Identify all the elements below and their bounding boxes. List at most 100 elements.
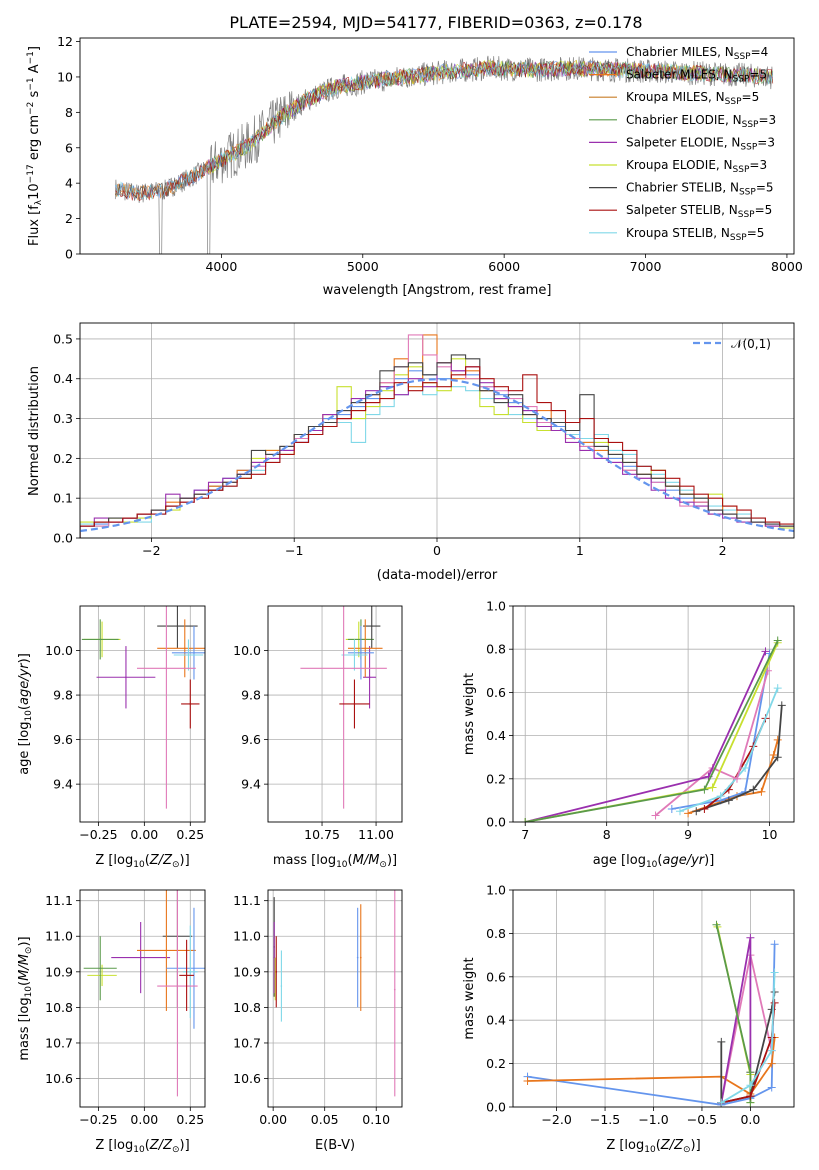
kroupa_stelib-model-spectrum-line	[115, 60, 774, 200]
chabrier_miles-massweight-marker	[667, 805, 676, 814]
kroupa_stelib-point	[353, 654, 356, 656]
spectrum-xtick-label: 8000	[771, 259, 803, 274]
kroupa_stelib-massweight-marker	[770, 968, 779, 977]
mass_vs_Z-ytick-label: 10.8	[45, 1000, 73, 1015]
pink-point	[393, 988, 396, 991]
kroupa_stelib-massweight-marker	[767, 1046, 776, 1055]
age_vs_mass-ytick-label: 9.8	[241, 688, 261, 703]
pink-massweight-line	[654, 670, 769, 817]
legend-label-salpeter_stelib: Salpeter STELIB, NSSP=5	[626, 203, 772, 220]
spectrum-ytick-label: 2	[65, 211, 73, 226]
pink-massweight-marker	[651, 811, 660, 820]
kroupa_stelib-point	[280, 985, 283, 987]
mass_vs_Z-xtick-label: 0.25	[176, 1112, 204, 1127]
residuals-ytick-label: 0.5	[53, 331, 73, 346]
chabrier_miles-point	[193, 967, 195, 970]
massweight_vs_age-xtick-label: 8	[603, 827, 611, 842]
chabrier_miles-massweight-marker	[770, 940, 779, 949]
legend-label-normal: 𝒩(0,1)	[731, 337, 771, 351]
chabrier_stelib-massweight-marker	[717, 1037, 726, 1046]
residuals-ytick-label: 0.1	[53, 491, 73, 506]
mass_vs_ebv-ytick-label: 11.0	[233, 929, 261, 944]
age_vs_mass-ytick-label: 9.4	[241, 777, 261, 792]
mass_vs_Z-points	[83, 890, 205, 1097]
kroupa_stelib-massweight-marker	[773, 684, 782, 693]
residuals-xtick-label: −1	[285, 543, 303, 558]
kroupa_elodie-point	[101, 974, 103, 977]
age_vs_Z-points	[81, 606, 205, 809]
age_vs_Z-xtick-label: 0.25	[176, 827, 204, 842]
kroupa_elodie-point	[274, 978, 277, 980]
mass_vs_ebv-xtick-label: 0.00	[259, 1112, 287, 1127]
pink-point	[176, 985, 179, 987]
mass_vs_ebv-frame	[267, 889, 403, 1108]
spectrum-lines	[114, 55, 774, 254]
chabrier_elodie-point	[99, 638, 102, 641]
salpeter_elodie-massweight-marker	[761, 647, 770, 656]
residuals-xtick-label: −2	[142, 543, 160, 558]
kroupa_stelib-massweight-marker	[675, 807, 684, 816]
massweight_vs_Z-ytick-label: 0.4	[486, 1013, 506, 1028]
salpeter_stelib-point	[353, 703, 356, 705]
spectrum-ytick-label: 6	[65, 140, 73, 155]
spectrum-ytick-label: 12	[57, 34, 73, 49]
mass_vs_Z-ytick-label: 10.9	[45, 964, 73, 979]
massweight_vs_age-xlabel: age [log10(age/yr)]	[593, 853, 715, 870]
massweight_vs_Z-frame	[512, 889, 795, 1108]
chabrier_elodie-point	[99, 967, 102, 970]
chabrier_miles-point	[356, 956, 359, 959]
chabrier_miles-point	[193, 651, 195, 654]
chabrier_stelib-massweight-line	[696, 705, 783, 813]
kroupa_stelib-massweight-marker	[716, 792, 725, 801]
salpeter_elodie-point	[139, 956, 142, 959]
massweight_vs_Z-xtick-label: −0.5	[687, 1112, 717, 1127]
massweight_vs_Z-xtick-label: −1.5	[590, 1112, 620, 1127]
age_vs_Z-ylabel: age [log10(age/yr)]	[17, 653, 34, 775]
age_vs_Z-ytick-label: 10.0	[45, 643, 73, 658]
age_vs_Z-ytick-label: 9.4	[53, 777, 73, 792]
mass_vs_ebv-ytick-label: 10.8	[233, 1000, 261, 1015]
salpeter_miles-massweight-marker	[769, 751, 778, 760]
legend-label-salpeter_elodie: Salpeter ELODIE, NSSP=3	[626, 135, 775, 152]
residuals-axes: −2 −1 0 1 2 0.0 0.1 0.2 0.3 0.4 0.5	[53, 323, 794, 558]
massweight_vs_age-ylabel: mass weight	[462, 673, 477, 755]
chabrier_stelib-massweight-marker	[749, 785, 758, 794]
spectrum-ytick-label: 0	[65, 247, 73, 262]
residuals-ytick-label: 0.4	[53, 371, 73, 386]
legend-label-kroupa_elodie: Kroupa ELODIE, NSSP=3	[626, 158, 767, 175]
residuals-xtick-label: 2	[719, 543, 727, 558]
chabrier_elodie-massweight-marker	[521, 818, 530, 822]
mass_vs_ebv-xlabel: E(B-V)	[315, 1138, 355, 1153]
legend-label-chabrier_elodie: Chabrier ELODIE, NSSP=3	[626, 113, 776, 130]
pink-massweight-marker	[732, 774, 741, 783]
salpeter_miles-massweight-line	[527, 1037, 776, 1096]
massweight_vs_age-ytick-label: 1.0	[486, 599, 506, 614]
kroupa_elodie-massweight-marker	[708, 783, 717, 792]
kroupa_stelib-massweight-line	[679, 687, 779, 813]
legend-label-chabrier_miles: Chabrier MILES, NSSP=4	[626, 45, 768, 62]
chabrier_stelib-residual-histogram	[80, 354, 794, 538]
massweight_vs_Z-xtick-label: −1.0	[638, 1112, 668, 1127]
age_vs_Z-ytick-label: 9.6	[53, 732, 73, 747]
residuals-xtick-label: 0	[433, 543, 441, 558]
massweight_vs_age-xtick-label: 9	[684, 827, 692, 842]
salpeter_stelib-point	[275, 971, 278, 973]
massweight_vs_age-xtick-label: 7	[521, 827, 529, 842]
salpeter_miles-point	[364, 647, 367, 650]
chabrier_stelib-point	[176, 625, 179, 627]
spectrum-ylabel: Flux [fλ10−17 erg cm−2 s−1 A−1]	[26, 46, 44, 246]
legend-label-chabrier_stelib: Chabrier STELIB, NSSP=5	[626, 181, 774, 198]
mass_vs_Z-axes: −0.25 0.00 0.25 10.6 10.7 10.8 10.9 11.0 11.1	[45, 890, 205, 1127]
chabrier_stelib-point	[370, 625, 373, 627]
kroupa_stelib-point	[189, 971, 192, 973]
mass_vs_ebv-xtick-label: 0.05	[311, 1112, 339, 1127]
mass_vs_ebv-ytick-label: 10.7	[233, 1035, 261, 1050]
massweight_vs_age-lines	[521, 636, 786, 822]
salpeter_elodie-point	[368, 676, 371, 679]
salpeter_stelib-point	[189, 703, 192, 705]
kroupa_stelib-massweight-marker	[741, 764, 750, 772]
salpeter_stelib-massweight-marker	[700, 805, 709, 814]
salpeter_miles-point	[165, 949, 168, 952]
salpeter_elodie-massweight-marker	[746, 933, 755, 942]
mass_vs_ebv-points	[273, 890, 396, 1097]
